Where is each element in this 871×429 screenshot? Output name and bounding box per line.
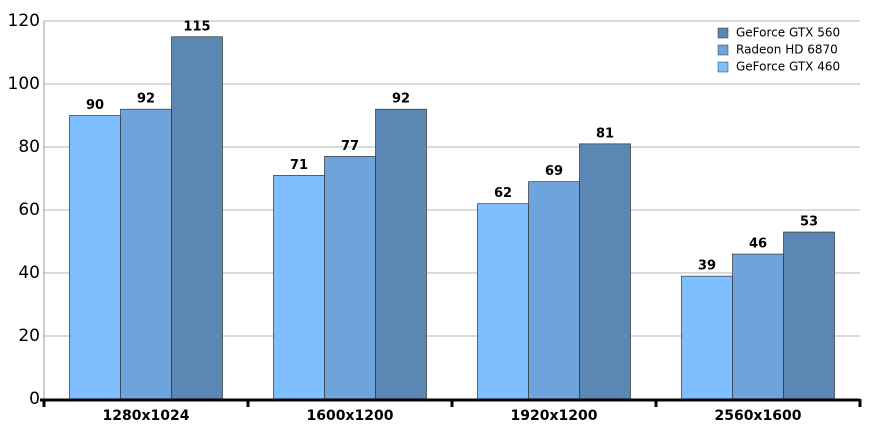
legend-label: GeForce GTX 560 — [736, 26, 840, 40]
bar — [528, 181, 580, 400]
legend-swatch — [717, 44, 729, 56]
value-label: 46 — [749, 237, 767, 252]
y-tick-label: 120 — [8, 11, 40, 31]
value-label: 81 — [596, 126, 614, 141]
x-tick-label: 1280x1024 — [103, 408, 190, 424]
y-tick-label: 40 — [18, 263, 40, 283]
bar — [579, 143, 631, 400]
legend-label: GeForce GTX 460 — [736, 60, 840, 74]
bar — [681, 275, 733, 400]
bar — [783, 231, 835, 400]
value-label: 92 — [392, 92, 410, 107]
y-tick-label: 20 — [18, 326, 40, 346]
value-label: 69 — [545, 164, 563, 179]
value-label: 71 — [290, 158, 308, 173]
legend-swatch — [717, 27, 729, 39]
legend-swatch — [717, 61, 729, 73]
bar — [171, 36, 223, 400]
bar — [120, 108, 172, 400]
bar — [477, 203, 529, 400]
bar — [273, 175, 325, 400]
value-label: 77 — [341, 139, 359, 154]
y-tick-label: 60 — [18, 200, 40, 220]
bar — [324, 156, 376, 400]
x-tick-label: 2560x1600 — [715, 408, 802, 424]
bar — [69, 115, 121, 400]
value-label: 92 — [137, 92, 155, 107]
value-label: 90 — [86, 98, 104, 113]
x-tick-label: 1600x1200 — [307, 408, 394, 424]
value-label: 53 — [800, 215, 818, 230]
value-label: 39 — [698, 259, 716, 274]
value-label: 115 — [183, 19, 210, 34]
x-tick-label: 1920x1200 — [511, 408, 598, 424]
y-tick-label: 100 — [8, 74, 40, 94]
y-tick-label: 0 — [29, 389, 40, 409]
value-label: 62 — [494, 186, 512, 201]
bar — [732, 253, 784, 400]
bar — [375, 108, 427, 400]
legend-label: Radeon HD 6870 — [736, 43, 838, 57]
y-tick-label: 80 — [18, 137, 40, 157]
